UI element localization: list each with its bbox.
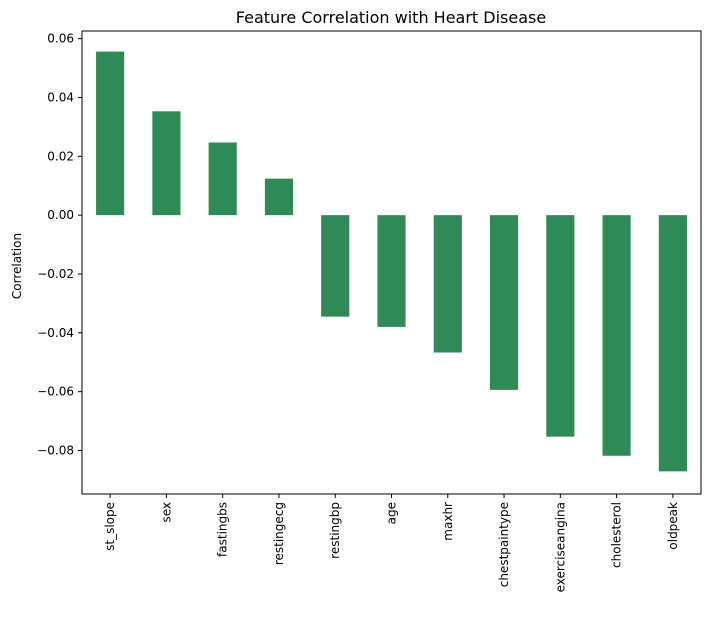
y-tick-label: −0.04 [37, 326, 74, 340]
y-tick-label: −0.08 [37, 443, 74, 457]
bar-maxhr [433, 215, 462, 353]
bar-st_slope [96, 51, 125, 216]
x-tick-label-age: age [385, 502, 399, 524]
y-tick-label: −0.06 [37, 385, 74, 399]
bar-oldpeak [658, 215, 687, 472]
y-axis-label: Correlation [10, 233, 24, 299]
bar-exerciseangina [546, 215, 575, 437]
x-tick-label-cholesterol: cholesterol [610, 502, 624, 568]
y-tick-label: 0.06 [47, 32, 74, 46]
bar-age [377, 215, 406, 327]
x-tick-label-restingbp: restingbp [328, 502, 342, 559]
x-tick-label-oldpeak: oldpeak [666, 502, 680, 550]
y-ticks-group: 0.06 0.04 0.02 0.00 −0.02 −0.04 −0.06 −0.08 [37, 32, 82, 457]
y-tick-label: 0.04 [47, 90, 74, 104]
chart-title: Feature Correlation with Heart Disease [236, 8, 546, 27]
bar-fastingbs [208, 142, 237, 216]
bar-restingecg [264, 178, 294, 216]
x-tick-label-chestpaintype: chestpaintype [497, 502, 511, 587]
y-tick-label: −0.02 [37, 267, 74, 281]
x-tick-label-restingecg: restingecg [272, 502, 286, 565]
plot-frame [81, 30, 702, 495]
x-tick-label-sex: sex [159, 502, 173, 523]
bar-chestpaintype [489, 215, 519, 390]
x-tick-label-st_slope: st_slope [103, 502, 117, 551]
x-ticks-group: st_slope sex fastingbs restingecg restingbp a… [103, 494, 680, 592]
x-tick-label-exerciseangina: exerciseangina [553, 502, 567, 592]
y-tick-label: 0.00 [47, 208, 74, 222]
bar-sex [152, 111, 181, 216]
x-tick-label-fastingbs: fastingbs [216, 502, 230, 557]
bar-cholesterol [602, 215, 631, 456]
bars-group [96, 51, 687, 472]
bar-restingbp [321, 215, 350, 317]
x-tick-label-maxhr: maxhr [441, 502, 455, 541]
y-tick-label: 0.02 [47, 149, 74, 163]
